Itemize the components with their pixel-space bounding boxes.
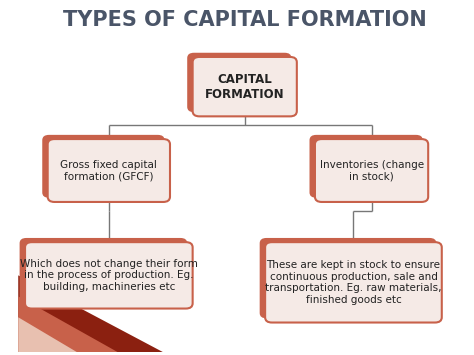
FancyBboxPatch shape (187, 53, 292, 112)
Text: Inventories (change
in stock): Inventories (change in stock) (319, 160, 424, 181)
FancyBboxPatch shape (19, 238, 187, 304)
FancyBboxPatch shape (192, 57, 297, 116)
Polygon shape (18, 275, 163, 352)
FancyBboxPatch shape (42, 135, 164, 198)
Text: Gross fixed capital
formation (GFCF): Gross fixed capital formation (GFCF) (60, 160, 157, 181)
FancyBboxPatch shape (315, 139, 428, 202)
FancyBboxPatch shape (48, 139, 170, 202)
Text: CAPITAL
FORMATION: CAPITAL FORMATION (205, 73, 284, 101)
Text: These are kept in stock to ensure
continuous production, sale and
transportation: These are kept in stock to ensure contin… (265, 260, 442, 305)
Polygon shape (18, 317, 77, 352)
Polygon shape (18, 296, 118, 352)
Text: Which does not change their form
in the process of production. Eg.
building, mac: Which does not change their form in the … (20, 259, 198, 292)
FancyBboxPatch shape (25, 242, 192, 308)
FancyBboxPatch shape (310, 135, 423, 198)
FancyBboxPatch shape (260, 238, 437, 318)
Text: TYPES OF CAPITAL FORMATION: TYPES OF CAPITAL FORMATION (63, 10, 427, 30)
FancyBboxPatch shape (265, 242, 442, 323)
